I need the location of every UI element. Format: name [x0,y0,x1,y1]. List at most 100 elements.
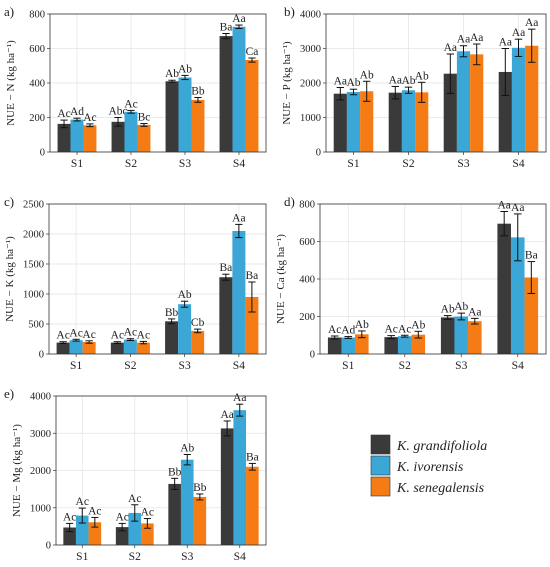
significance-label: Ba [246,451,259,463]
bar [470,54,484,152]
bar [70,119,84,152]
x-tick-label: S2 [125,158,137,170]
bar [401,90,416,152]
significance-label: Aa [499,37,512,49]
bar [497,223,511,354]
bar [193,496,207,545]
y-tick-label: 200 [299,312,315,323]
bar [397,336,412,354]
bar [57,123,71,152]
bar [168,483,181,545]
x-tick-label: S3 [457,158,469,170]
bar [232,231,246,354]
significance-label: Ab [411,319,425,331]
significance-label: Ab [178,63,192,75]
x-tick-label: S1 [76,551,88,563]
y-tick-label: 1000 [300,113,321,124]
bar [346,91,361,152]
significance-label: Ac [57,108,70,120]
bar [165,321,179,354]
legend-swatch-senegalensis [370,476,391,497]
bar [219,36,233,152]
plot-frame [55,395,267,546]
bar [415,92,429,152]
significance-label: Bb [193,482,207,494]
bar [83,125,97,152]
bar [233,410,247,545]
significance-label: Aa [389,74,402,86]
significance-label: Bb [191,85,205,97]
bar [165,81,179,152]
bar [333,93,347,152]
x-tick-label: S3 [181,551,193,563]
significance-label: Aa [334,75,347,87]
x-tick-label: S4 [233,360,245,372]
bar [456,51,471,153]
significance-label: Ad [70,106,84,118]
bar [178,304,192,354]
y-tick-label: 0 [316,148,321,159]
y-tick-label: 3000 [30,429,51,440]
significance-label: Ba [219,262,232,274]
significance-label: Aa [511,202,524,214]
panel-label: a) [4,4,14,19]
bar [524,277,539,354]
y-tick-label: 4000 [300,10,321,21]
panel-label: d) [284,194,295,209]
bar [246,466,259,545]
significance-label: Ac [384,324,397,336]
panel-label: e) [4,386,14,401]
bar [388,92,402,152]
significance-label: Ac [82,329,95,341]
bar [56,342,70,354]
plot-frame [325,13,547,153]
bar [454,316,469,354]
bar [245,297,259,354]
y-tick-label: 3000 [300,44,321,55]
bar [232,26,246,152]
y-tick-label: 0 [46,541,51,552]
y-tick-label: 600 [29,44,45,55]
significance-label: Ac [56,330,69,342]
y-tick-label: 1500 [23,260,44,271]
x-tick-label: S4 [512,360,524,372]
legend: K. grandifoliola K. ivorensis K. senegal… [370,434,487,497]
bar [220,428,234,545]
bar [111,121,125,152]
panel-label: b) [284,4,295,19]
significance-label: Ab [355,319,369,331]
x-tick-label: S3 [179,360,191,372]
bar [180,459,194,545]
significance-label: Ba [246,270,259,282]
y-axis-label: NUE − N (kg ha⁻¹) [5,40,17,126]
significance-label: Ad [341,325,355,337]
significance-label: Ab [178,289,192,301]
y-tick-label: 0 [39,350,44,361]
significance-label: Ac [328,324,341,336]
significance-label: Aa [232,212,245,224]
significance-label: Ac [88,505,101,517]
y-axis-label: NUE − K (kg ha⁻¹) [4,236,16,322]
legend-label-senegalensis: K. senegalensis [396,481,485,496]
y-tick-label: 4000 [30,392,51,403]
significance-label: Aa [220,409,233,421]
bar [137,124,151,152]
significance-label: Ac [76,496,89,508]
y-tick-label: 2000 [30,466,51,477]
significance-label: Ac [128,493,141,505]
plot-frame [319,203,547,355]
significance-label: Aa [444,42,457,54]
significance-label: Aa [233,392,246,404]
significance-label: Ac [124,98,137,110]
bar [411,334,426,354]
significance-label: Ab [165,68,179,80]
y-tick-label: 500 [28,320,44,331]
significance-label: Ba [525,250,538,262]
significance-label: Ab [180,442,194,454]
significance-label: Bc [138,112,151,124]
bar [178,77,192,152]
x-tick-label: S2 [129,551,141,563]
